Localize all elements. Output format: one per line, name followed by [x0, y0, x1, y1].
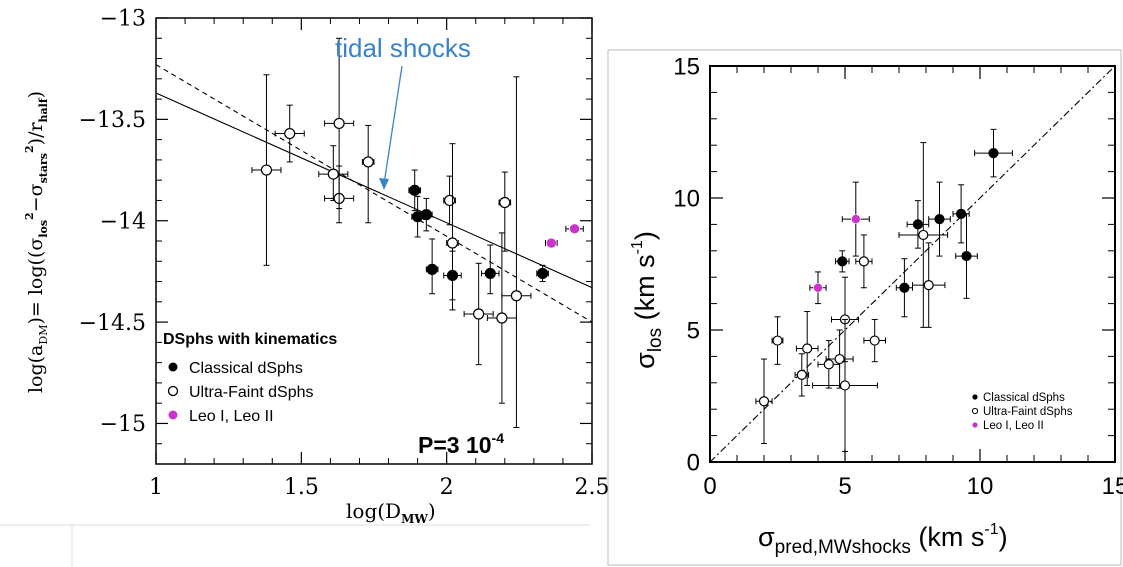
- left-y-tick-label: −13: [100, 7, 146, 32]
- left-legend-marker-classical: [168, 362, 178, 372]
- right-x-tick-label: 15: [1102, 473, 1123, 500]
- left-fit-lines: [155, 64, 593, 323]
- p-value-label: P=3 10-4: [418, 430, 504, 458]
- left-legend-marker-ultrafaint: [167, 385, 179, 397]
- left-point-classical: [409, 184, 421, 196]
- right-point-ultrafaint: [802, 343, 813, 354]
- left-point-ultrafaint: [260, 164, 273, 176]
- left-point-ultrafaint: [327, 168, 339, 180]
- right-x-tick-label: 10: [967, 473, 994, 500]
- right-point-ultrafaint: [869, 335, 880, 346]
- right-x-tick-label: 0: [703, 473, 716, 500]
- left-axis-ticks: 1 1.5 2 2.5 −13 −13.5 −14 −14.5 −15: [79, 7, 610, 500]
- right-point-ultrafaint: [839, 380, 851, 391]
- left-x-tick-label: 2.5: [575, 475, 610, 500]
- left-point-ultrafaint: [333, 117, 345, 130]
- right-point-classical: [961, 250, 972, 262]
- right-data-points: [755, 128, 1013, 452]
- right-point-classical: [912, 219, 924, 230]
- left-point-classical: [420, 209, 432, 221]
- tidal-shocks-arrowhead: [379, 178, 389, 190]
- right-point-ultrafaint: [796, 369, 807, 380]
- left-point-ultrafaint: [496, 312, 508, 324]
- right-x-axis-label: σpred,MWshocks (km s-1): [758, 521, 1008, 558]
- right-point-classical: [988, 148, 999, 159]
- left-point-leo: [569, 223, 580, 235]
- right-chart: 0 5 10 15 0 5 10 15 Classical dSphs Ultra-Faint…: [607, 49, 1123, 566]
- left-x-tick-label: 1: [149, 475, 163, 500]
- tidal-shocks-annotation: tidal shocks: [335, 33, 471, 63]
- left-y-tick-label: −14: [100, 209, 146, 234]
- left-line-solid: [155, 92, 593, 289]
- right-point-ultrafaint: [858, 256, 870, 267]
- right-y-tick-label: 0: [687, 449, 700, 476]
- p-value-text: P=3 10: [418, 432, 492, 458]
- right-y-tick-label: 10: [673, 185, 700, 212]
- right-one-to-one-line: [709, 65, 1116, 463]
- left-legend-title: DSphs with kinematics: [163, 331, 337, 348]
- right-point-classical: [837, 256, 848, 267]
- left-point-classical: [536, 267, 549, 280]
- left-legend-marker-leo: [168, 410, 178, 420]
- tidal-shocks-arrow: [383, 65, 403, 185]
- left-legend-entry-classical: Classical dSphs: [189, 360, 303, 377]
- left-point-ultrafaint: [510, 290, 523, 302]
- right-y-axis-label: σlos (km s-1): [629, 231, 666, 369]
- right-legend-marker-leo: [972, 422, 978, 428]
- right-point-classical: [899, 282, 910, 293]
- right-point-ultrafaint: [923, 280, 934, 291]
- right-legend-marker-ultrafaint: [971, 407, 979, 415]
- left-x-tick-label: 1.5: [284, 475, 319, 500]
- left-y-tick-label: −13.5: [79, 108, 146, 133]
- left-point-leo: [546, 237, 557, 249]
- right-y-tick-label: 15: [673, 53, 700, 80]
- right-point-leo: [813, 282, 823, 293]
- right-point-leo: [850, 214, 861, 224]
- left-point-ultrafaint: [284, 127, 296, 140]
- right-point-ultrafaint: [918, 229, 929, 241]
- p-value-exponent: -4: [492, 430, 505, 446]
- left-y-tick-label: −14.5: [79, 311, 146, 336]
- right-legend-entry-ultrafaint: Ultra-Faint dSphs: [983, 406, 1073, 418]
- right-point-ultrafaint: [772, 335, 783, 346]
- right-y-tick-label: 5: [687, 317, 700, 344]
- left-point-ultrafaint: [499, 196, 511, 209]
- left-point-ultrafaint: [443, 194, 456, 207]
- left-point-classical: [484, 267, 496, 280]
- left-point-ultrafaint: [473, 308, 485, 320]
- right-point-ultrafaint: [834, 353, 845, 365]
- left-legend-entry-ultrafaint: Ultra-Faint dSphs: [189, 384, 314, 401]
- left-data-points: [251, 37, 584, 429]
- right-point-ultrafaint: [758, 396, 770, 407]
- left-legend: DSphs with kinematics Classical dSphs Ul…: [163, 331, 337, 425]
- left-point-ultrafaint: [362, 156, 374, 168]
- right-legend-entry-classical: Classical dSphs: [983, 392, 1065, 404]
- right-x-tick-label: 5: [838, 473, 851, 500]
- left-point-ultrafaint: [446, 237, 459, 249]
- left-y-tick-label: −15: [100, 412, 146, 437]
- right-legend: Classical dSphs Ultra-Faint dSphs Leo I,…: [971, 392, 1073, 432]
- right-outer-border: [607, 49, 1122, 566]
- right-point-classical: [934, 214, 945, 225]
- right-legend-entry-leo: Leo I, Leo II: [983, 420, 1044, 432]
- right-legend-marker-classical: [972, 394, 978, 400]
- left-x-axis-label: log(DMW): [346, 499, 436, 526]
- left-chart: 1 1.5 2 2.5 −13 −13.5 −14 −14.5 −15 tidal shocks…: [0, 7, 610, 567]
- right-line-dash-dot: [709, 65, 1116, 463]
- right-point-ultrafaint: [823, 359, 834, 370]
- left-y-axis-label: log(aDM)= log((σlos2−σstars2)/rhalf): [23, 91, 50, 393]
- right-axis-ticks: 0 5 10 15 0 5 10 15: [673, 53, 1123, 500]
- left-x-tick-label: 2: [440, 475, 454, 500]
- right-plot-frame: [709, 65, 1116, 463]
- left-line-dashed: [155, 64, 593, 323]
- left-legend-entry-leo: Leo I, Leo II: [189, 408, 274, 425]
- left-point-classical: [426, 263, 438, 275]
